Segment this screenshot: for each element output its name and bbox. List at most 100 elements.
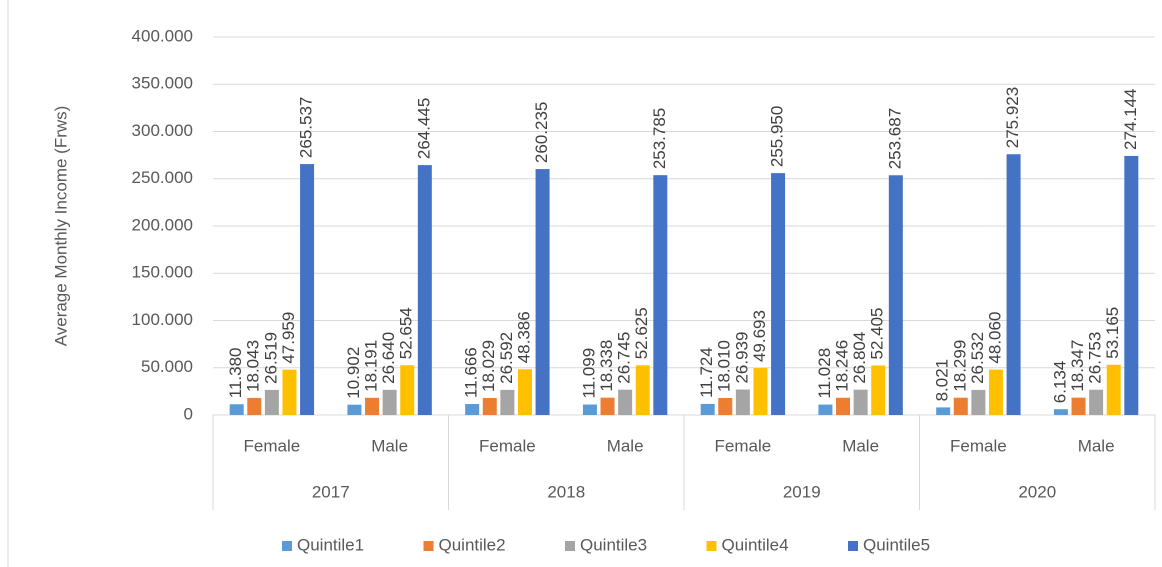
bar (1106, 364, 1121, 415)
bar (1089, 389, 1104, 415)
y-tick-label: 400.000 (132, 26, 193, 45)
bar (465, 403, 480, 415)
bar (718, 397, 733, 415)
bar (229, 404, 244, 415)
legend-swatch (848, 541, 858, 551)
data-label: 18.043 (244, 340, 263, 392)
y-tick-label: 250.000 (132, 168, 193, 187)
bar (853, 389, 868, 415)
y-axis-label: Average Monthly Income (Frws) (51, 106, 70, 347)
data-label: 11.724 (697, 347, 716, 398)
bar (771, 173, 786, 415)
bar (535, 169, 550, 415)
group-label: 2019 (783, 482, 821, 501)
y-tick-label: 50.000 (141, 357, 193, 376)
bar (836, 397, 851, 415)
data-label: 26.804 (850, 332, 869, 384)
bar (347, 404, 362, 415)
data-label: 253.687 (885, 108, 904, 169)
data-label: 265.537 (297, 97, 316, 158)
y-tick-label: 350.000 (132, 74, 193, 93)
data-label: 11.380 (226, 348, 245, 399)
data-label: 6.134 (1050, 361, 1069, 404)
bar (1124, 155, 1139, 416)
bar (500, 389, 515, 415)
legend-label: Quintile5 (863, 535, 930, 554)
legend-swatch (282, 541, 292, 551)
bar (264, 389, 279, 415)
bar (517, 369, 532, 415)
data-label: 275.923 (1003, 87, 1022, 148)
x-tick-label: Female (715, 436, 772, 455)
y-tick-label: 300.000 (132, 121, 193, 140)
bar (653, 175, 668, 415)
bar (818, 404, 833, 415)
data-label: 26.532 (968, 332, 987, 384)
x-tick-label: Male (842, 436, 879, 455)
data-label: 18.347 (1068, 340, 1087, 392)
legend-swatch (706, 541, 717, 551)
bar (417, 165, 432, 415)
bar (618, 389, 633, 415)
bar (482, 397, 497, 415)
bar (600, 397, 615, 415)
bar (700, 403, 715, 415)
legend-swatch (565, 541, 575, 551)
x-tick-label: Female (479, 436, 536, 455)
legend-label: Quintile3 (580, 535, 647, 554)
data-label: 26.753 (1086, 332, 1105, 384)
bar (988, 369, 1003, 415)
data-label: 52.625 (632, 307, 651, 359)
data-label: 8.021 (933, 359, 952, 402)
bar (247, 397, 262, 415)
y-tick-label: 200.000 (132, 215, 193, 234)
bar (635, 365, 650, 415)
legend-label: Quintile2 (439, 535, 506, 554)
data-label: 52.654 (397, 307, 416, 359)
bar (971, 389, 986, 415)
bar (582, 404, 597, 415)
data-label: 26.939 (732, 332, 751, 384)
bar (382, 389, 397, 415)
data-label: 274.144 (1121, 88, 1140, 149)
data-label: 53.165 (1103, 307, 1122, 359)
group-label: 2020 (1018, 482, 1056, 501)
data-label: 48.386 (514, 311, 533, 363)
data-label: 48.060 (985, 312, 1004, 364)
data-label: 26.592 (497, 332, 516, 384)
x-tick-label: Female (950, 436, 1007, 455)
group-label: 2018 (547, 482, 585, 501)
data-label: 26.519 (261, 332, 280, 384)
data-label: 52.405 (868, 307, 887, 359)
bar (365, 397, 380, 415)
data-label: 260.235 (532, 102, 551, 163)
y-tick-label: 150.000 (132, 263, 193, 282)
bar (953, 397, 968, 415)
legend-swatch (423, 541, 434, 551)
x-tick-label: Male (371, 436, 408, 455)
group-label: 2017 (312, 482, 350, 501)
data-label: 18.010 (715, 340, 734, 392)
bar (1053, 409, 1068, 415)
y-tick-label: 0 (184, 404, 193, 423)
bar (735, 389, 750, 415)
bar (282, 369, 297, 415)
data-label: 253.785 (650, 108, 669, 169)
data-label: 18.338 (597, 340, 616, 392)
data-label: 11.666 (462, 347, 481, 398)
data-label: 11.099 (579, 348, 598, 399)
data-label: 255.950 (768, 106, 787, 167)
legend-label: Quintile1 (297, 535, 364, 554)
y-tick-label: 100.000 (132, 310, 193, 329)
x-tick-label: Male (607, 436, 644, 455)
bar (300, 164, 315, 415)
x-tick-label: Female (244, 436, 301, 455)
data-label: 18.191 (362, 340, 381, 392)
legend-label: Quintile4 (722, 535, 789, 554)
data-label: 11.028 (815, 348, 834, 399)
bar (1006, 154, 1021, 416)
data-label: 18.299 (950, 340, 969, 392)
data-label: 18.029 (479, 340, 498, 392)
data-label: 26.745 (615, 332, 634, 384)
